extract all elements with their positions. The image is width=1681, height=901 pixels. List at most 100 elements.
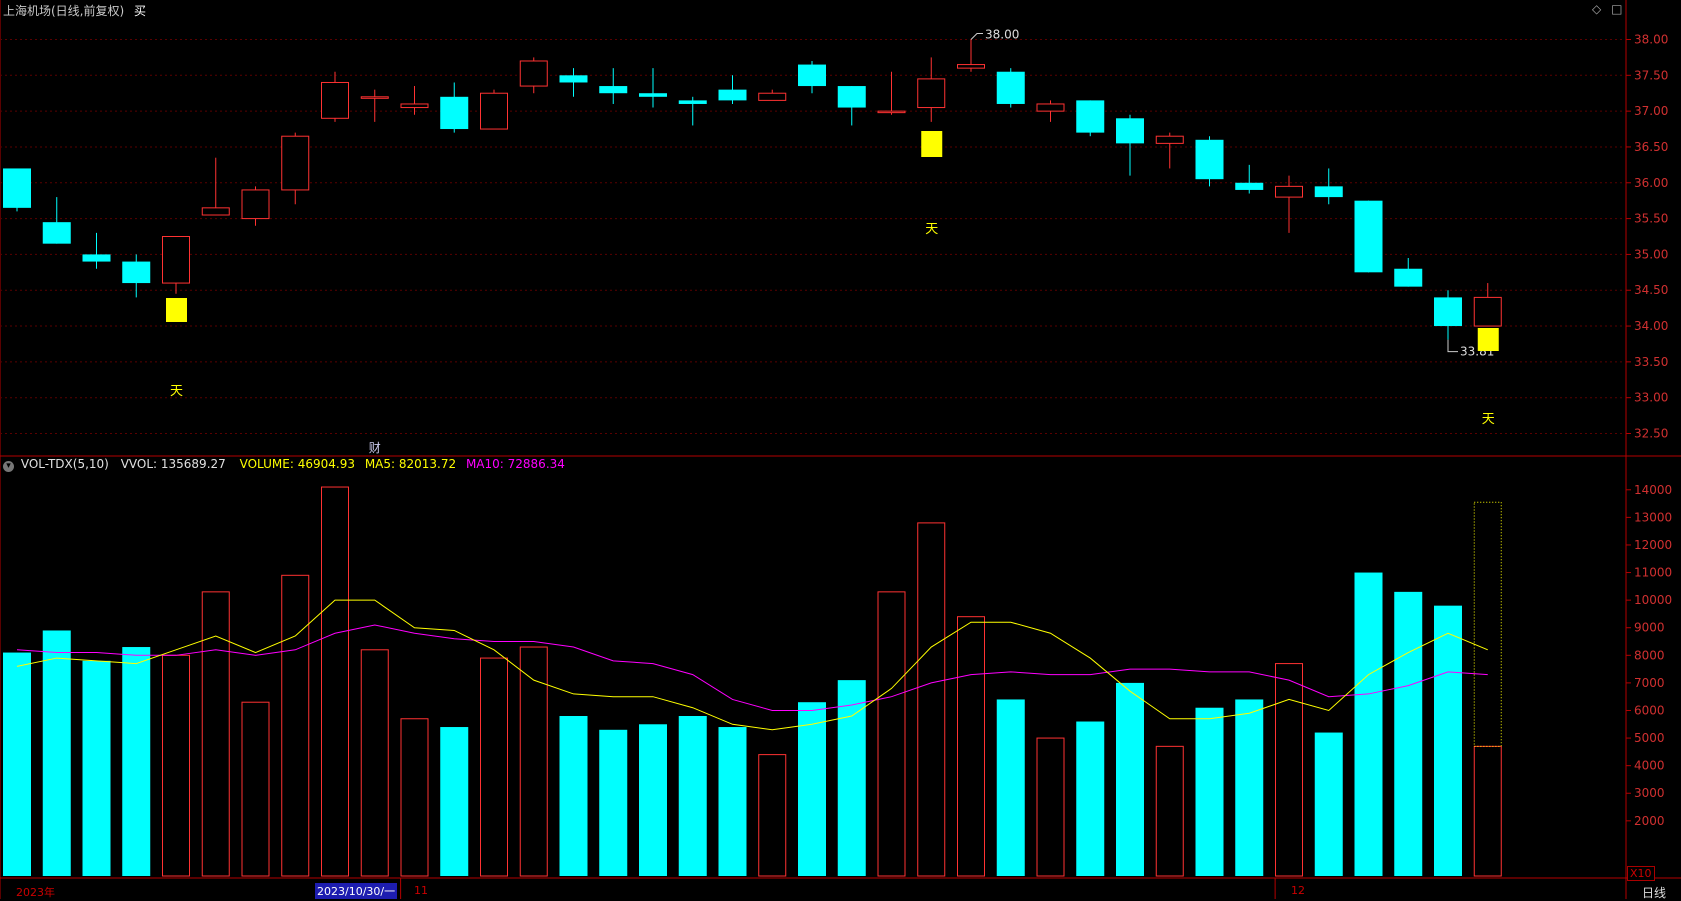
volume-bar[interactable]	[241, 701, 270, 877]
candle-body[interactable]	[1076, 100, 1105, 133]
volume-bar[interactable]	[440, 727, 469, 876]
volume-bar[interactable]	[82, 660, 111, 876]
candle-body[interactable]	[1275, 185, 1303, 198]
candle-body[interactable]	[957, 64, 985, 69]
candle-body[interactable]	[3, 168, 31, 208]
candle-body[interactable]	[1354, 200, 1383, 273]
candle-body[interactable]	[241, 189, 270, 220]
candle-body[interactable]	[718, 89, 747, 101]
volume-bar[interactable]	[519, 646, 548, 877]
volume-bar[interactable]	[1354, 572, 1383, 876]
candle-body[interactable]	[678, 100, 707, 104]
sky-signal-box[interactable]	[166, 298, 187, 322]
volume-bar[interactable]	[122, 647, 151, 876]
stock-title: 上海机场(日线,前复权)	[3, 4, 125, 18]
volume-bar[interactable]	[1036, 737, 1065, 877]
diamond-icon[interactable]: ◇	[1592, 2, 1602, 16]
chevron-down-icon[interactable]: ▾	[3, 461, 14, 472]
candle-body[interactable]	[1434, 297, 1462, 327]
volume-bar[interactable]	[321, 486, 349, 877]
sky-signal-box[interactable]	[1477, 328, 1499, 351]
candle-body[interactable]	[639, 93, 667, 97]
volume-bar[interactable]	[201, 591, 230, 877]
candle-body[interactable]	[996, 71, 1025, 104]
volume-bar[interactable]	[1116, 682, 1144, 876]
volume-bar[interactable]	[480, 657, 508, 877]
price-tick-label: 38.00	[1634, 32, 1668, 46]
volume-bar[interactable]	[1235, 699, 1264, 876]
candle-body[interactable]	[1116, 118, 1144, 144]
finance-marker[interactable]: 财	[369, 441, 381, 455]
price-tick-label: 33.50	[1634, 355, 1668, 369]
volume-bar[interactable]	[837, 680, 866, 876]
candle-body[interactable]	[758, 92, 787, 101]
ma5-line	[16, 599, 1488, 731]
candle-body[interactable]	[82, 254, 111, 262]
volume-bar[interactable]	[798, 702, 826, 876]
volume-bar[interactable]	[678, 716, 707, 876]
ma5-value: MA5: 82013.72	[364, 457, 457, 471]
price-tick-label: 32.50	[1634, 427, 1668, 441]
volume-bar[interactable]	[1314, 732, 1343, 876]
candle-body[interactable]	[1314, 186, 1343, 198]
indicator-name[interactable]: VOL-TDX(5,10)	[20, 457, 109, 471]
volume-tick-label: 5000	[1634, 731, 1665, 745]
chart-title-bar: 上海机场(日线,前复权) 买	[3, 2, 152, 19]
volume-bar[interactable]	[917, 522, 946, 877]
volume-bar[interactable]	[162, 654, 190, 877]
candle-body[interactable]	[1036, 103, 1065, 112]
volume-bar[interactable]	[3, 652, 31, 876]
candle-body[interactable]	[1394, 268, 1423, 287]
volume-bar[interactable]	[957, 616, 985, 877]
candle-body[interactable]	[162, 236, 190, 284]
candle-body[interactable]	[798, 64, 826, 87]
sky-signal-box[interactable]	[921, 131, 943, 157]
candle-body[interactable]	[440, 96, 469, 130]
candle-body[interactable]	[837, 86, 866, 108]
square-icon[interactable]: □	[1611, 2, 1623, 16]
candle-body[interactable]	[519, 60, 548, 87]
volume-bar[interactable]	[718, 727, 747, 876]
candle-body[interactable]	[1235, 182, 1264, 190]
volume-bar[interactable]	[877, 591, 906, 877]
candle-body[interactable]	[360, 96, 389, 99]
volume-bar[interactable]	[1394, 591, 1423, 876]
candle-body[interactable]	[1473, 296, 1502, 327]
volume-bar[interactable]	[42, 630, 71, 876]
candle-body[interactable]	[122, 261, 151, 284]
volume-bar[interactable]	[1155, 745, 1184, 877]
volume-tick-label: 8000	[1634, 648, 1665, 662]
volume-bar[interactable]	[559, 716, 588, 876]
candle-body[interactable]	[1155, 135, 1184, 144]
candle-body[interactable]	[400, 103, 429, 109]
volume-bar[interactable]	[1195, 707, 1224, 876]
volume-bar[interactable]	[400, 718, 429, 877]
candle-body[interactable]	[321, 81, 349, 119]
candle-body[interactable]	[877, 110, 906, 114]
projected-volume-bar	[1473, 501, 1502, 747]
price-tick-label: 34.00	[1634, 319, 1668, 333]
volume-bar[interactable]	[281, 574, 310, 877]
volume-bar[interactable]	[360, 649, 389, 877]
volume-bar[interactable]	[639, 724, 667, 876]
candle-body[interactable]	[917, 78, 946, 109]
volume-tick-label: 14000	[1634, 483, 1672, 497]
volume-bar[interactable]	[1275, 663, 1303, 877]
volume-bar[interactable]	[1434, 605, 1462, 876]
candle-body[interactable]	[599, 86, 628, 94]
volume-bar[interactable]	[758, 754, 787, 877]
candle-body[interactable]	[281, 135, 310, 191]
price-tick-label: 33.00	[1634, 391, 1668, 405]
axis-badge: X10	[1627, 866, 1655, 881]
candle-body[interactable]	[559, 75, 588, 83]
candle-body[interactable]	[480, 92, 508, 130]
candle-body[interactable]	[201, 207, 230, 216]
volume-bar[interactable]	[1473, 745, 1502, 877]
volume-bar[interactable]	[1076, 721, 1105, 876]
period-label[interactable]: 日线	[1642, 886, 1667, 900]
candle-body[interactable]	[42, 222, 71, 244]
candle-body[interactable]	[1195, 139, 1224, 180]
volume-bar[interactable]	[599, 729, 628, 876]
volume-bar[interactable]	[996, 699, 1025, 876]
